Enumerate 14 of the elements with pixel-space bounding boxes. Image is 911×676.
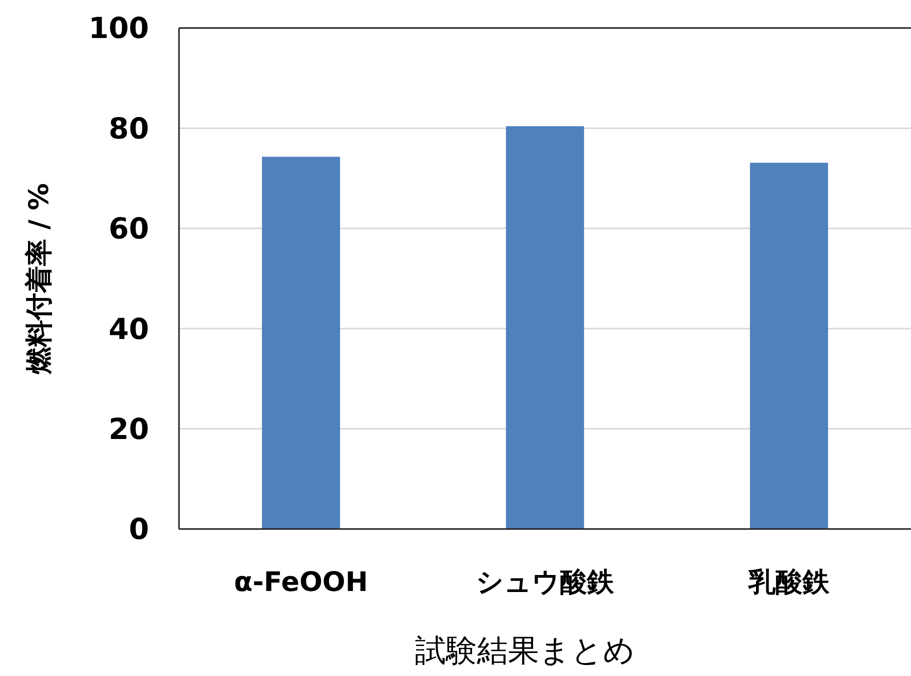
y-tick-label: 80 (108, 111, 149, 146)
y-axis-title: 燃料付着率 / % (24, 183, 55, 375)
y-tick-label: 100 (88, 11, 149, 46)
bar (506, 126, 584, 529)
bar (750, 162, 828, 529)
y-tick-label: 0 (128, 512, 149, 546)
y-tick-label: 40 (108, 312, 149, 346)
x-axis-title: 試験結果まとめ (415, 633, 635, 669)
y-tick-label: 60 (108, 212, 149, 246)
x-tick-label: シュウ酸鉄 (476, 567, 615, 598)
x-tick-label: α-FeOOH (234, 567, 368, 598)
y-tick-label: 20 (108, 412, 149, 446)
bar (262, 156, 340, 529)
x-tick-label: 乳酸鉄 (748, 567, 830, 598)
